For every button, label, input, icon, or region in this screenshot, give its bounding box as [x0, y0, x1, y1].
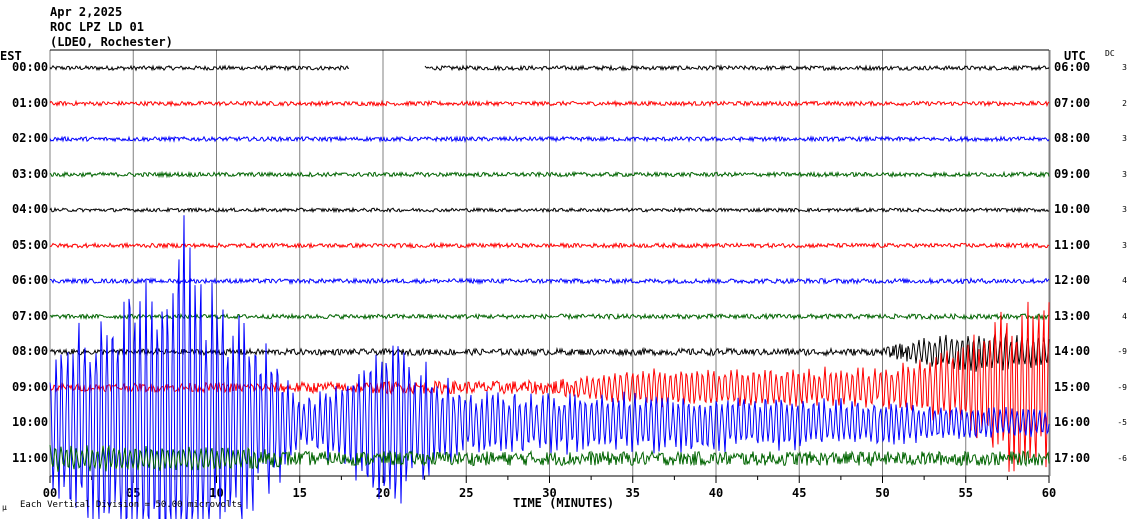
date-label: Apr 2,2025: [50, 5, 123, 19]
x-tick-label: 25: [459, 486, 473, 500]
x-tick-label: 10: [209, 486, 223, 500]
x-tick-label: 60: [1042, 486, 1056, 500]
dc-value: -6: [1117, 453, 1127, 463]
utc-time-label: 12:00: [1054, 273, 1091, 287]
utc-time-label: 07:00: [1054, 95, 1091, 110]
dc-value: -9: [1117, 347, 1127, 356]
trace-0500: [49, 241, 1050, 250]
trace-0100: [49, 99, 1050, 108]
utc-axis-label: UTC: [1064, 49, 1086, 63]
x-tick-label: 55: [959, 486, 973, 500]
x-tick-label: 35: [626, 486, 640, 500]
dc-value: 2: [1122, 98, 1127, 108]
micro-symbol: µ: [2, 503, 7, 512]
trace-0600: [50, 276, 1050, 286]
est-time-label: 03:00: [12, 166, 49, 181]
trace-0400: [49, 206, 1050, 214]
dc-value: 3: [1122, 240, 1127, 250]
est-time-label: 02:00: [12, 131, 49, 145]
x-tick-label: 45: [792, 486, 806, 500]
dc-value: 3: [1122, 63, 1127, 72]
est-time-label: 05:00: [12, 237, 49, 252]
est-time-label: 07:00: [12, 308, 49, 323]
x-tick-label: 15: [293, 486, 307, 500]
dc-label: DC: [1105, 49, 1115, 58]
x-tick-label: 20: [376, 486, 390, 500]
network-label: (LDEO, Rochester): [50, 35, 173, 49]
utc-time-label: 14:00: [1054, 344, 1091, 358]
station-label: ROC LPZ LD 01: [50, 20, 144, 34]
dc-value: 3: [1122, 134, 1127, 143]
trace-1100: [49, 444, 1050, 472]
est-axis-label: EST: [0, 49, 22, 63]
est-time-label: 10:00: [12, 415, 49, 429]
x-tick-label: 50: [875, 486, 889, 500]
dc-value: -9: [1117, 382, 1127, 392]
dc-value: -5: [1117, 418, 1127, 427]
scale-text: Each Vertical Division = 50.00 microvolt…: [20, 500, 243, 510]
est-time-label: 06:00: [12, 273, 49, 287]
est-time-label: 09:00: [12, 379, 49, 394]
x-axis-title: TIME (MINUTES): [513, 496, 615, 510]
trace-0200: [49, 135, 1050, 143]
est-time-label: 08:00: [12, 344, 49, 358]
dc-value: 4: [1122, 311, 1127, 321]
utc-time-label: 08:00: [1054, 131, 1091, 145]
utc-time-label: 10:00: [1054, 202, 1091, 216]
utc-time-label: 17:00: [1054, 450, 1091, 465]
utc-time-label: 06:00: [1054, 60, 1091, 74]
utc-time-label: 13:00: [1054, 308, 1091, 323]
trace-0000: [49, 64, 1050, 72]
utc-time-label: 15:00: [1054, 379, 1091, 394]
est-time-label: 00:00: [12, 60, 49, 74]
dc-value: 4: [1122, 276, 1127, 285]
trace-1000: [49, 215, 1050, 519]
est-time-label: 04:00: [12, 202, 49, 216]
utc-time-label: 11:00: [1054, 237, 1091, 252]
x-tick-label: 30: [542, 486, 556, 500]
utc-time-label: 09:00: [1054, 166, 1091, 181]
x-tick-label: 40: [709, 486, 723, 500]
est-time-label: 11:00: [12, 450, 49, 465]
trace-0300: [49, 170, 1050, 179]
dc-value: 3: [1122, 205, 1127, 214]
dc-value: 3: [1122, 169, 1127, 179]
x-tick-label: 00: [43, 486, 57, 500]
est-time-label: 01:00: [12, 95, 49, 110]
utc-time-label: 16:00: [1054, 415, 1091, 429]
